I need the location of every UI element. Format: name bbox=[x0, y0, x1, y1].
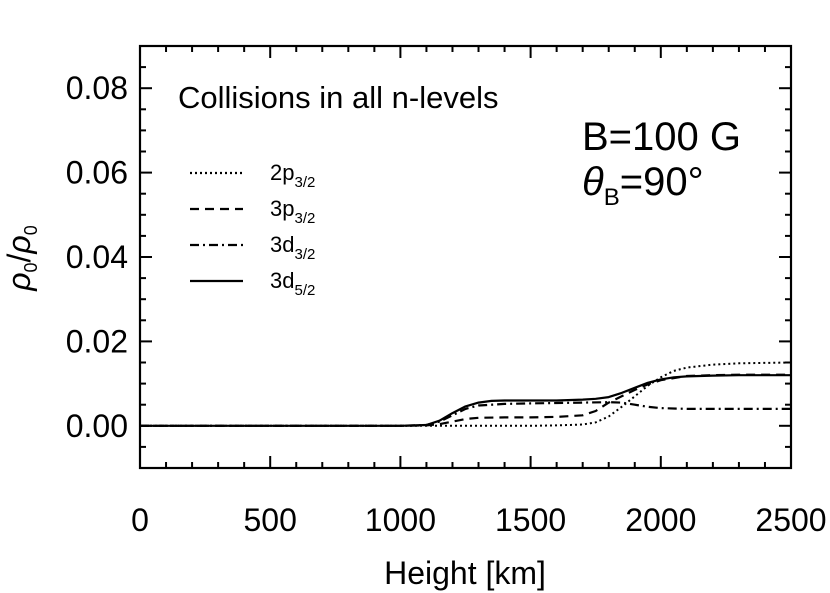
y-tick-label: 0.04 bbox=[66, 239, 128, 275]
legend-label-main: 3p bbox=[270, 196, 294, 221]
legend-label-sub: 3/2 bbox=[294, 246, 315, 263]
annotation-collisions: Collisions in all n-levels bbox=[178, 80, 498, 115]
legend-label-sub: 3/2 bbox=[294, 210, 315, 227]
legend-label-main: 2p bbox=[270, 160, 294, 185]
y-tick-label: 0.02 bbox=[66, 323, 128, 359]
x-tick-label: 2500 bbox=[755, 502, 826, 538]
y-axis-title-rho-2: ρ bbox=[1, 235, 37, 254]
y-tick-label: 0.00 bbox=[66, 408, 128, 444]
y-tick-label: 0.06 bbox=[66, 155, 128, 191]
x-tick-label: 1000 bbox=[365, 502, 436, 538]
legend-label: 2p3/2 bbox=[270, 160, 315, 191]
param-b-field: B=100 G bbox=[582, 115, 741, 159]
y-tick-label: 0.08 bbox=[66, 70, 128, 106]
param-theta-value: =90° bbox=[620, 160, 704, 204]
series-line-3p3-2 bbox=[140, 373, 791, 427]
y-axis-title-rho: ρ bbox=[1, 272, 37, 291]
x-tick-label: 1500 bbox=[495, 502, 566, 538]
y-axis-title-slash: / bbox=[1, 253, 37, 262]
tick-labels: 0 500 1000 1500 2000 2500 0.00 0.02 0.04 0.06 0.08 bbox=[66, 70, 827, 538]
axis-ticks bbox=[139, 45, 792, 469]
param-theta-sub: B bbox=[604, 184, 620, 211]
x-tick-label: 500 bbox=[244, 502, 297, 538]
legend-label-main: 3d bbox=[270, 268, 294, 293]
x-tick-label: 2000 bbox=[625, 502, 696, 538]
x-tick-label: 0 bbox=[131, 502, 149, 538]
legend-label-sub: 3/2 bbox=[294, 174, 315, 191]
legend-label-main: 3d bbox=[270, 232, 294, 257]
y-axis-title: ρ0/ρ0 bbox=[1, 225, 41, 292]
legend-label: 3d3/2 bbox=[270, 232, 315, 263]
param-theta: θB=90° bbox=[582, 160, 704, 211]
legend-label-sub: 5/2 bbox=[294, 282, 315, 299]
y-axis-title-sub-2: 0 bbox=[21, 225, 41, 235]
series-line-3d3-2 bbox=[140, 401, 791, 427]
series-layer bbox=[140, 361, 792, 427]
x-axis-title: Height [km] bbox=[384, 555, 546, 591]
series-line-3d5-2 bbox=[140, 374, 791, 427]
legend-label: 3p3/2 bbox=[270, 196, 315, 227]
legend-label: 3d5/2 bbox=[270, 268, 315, 299]
param-theta-symbol: θ bbox=[582, 160, 604, 204]
y-axis-title-sub: 0 bbox=[21, 262, 41, 272]
